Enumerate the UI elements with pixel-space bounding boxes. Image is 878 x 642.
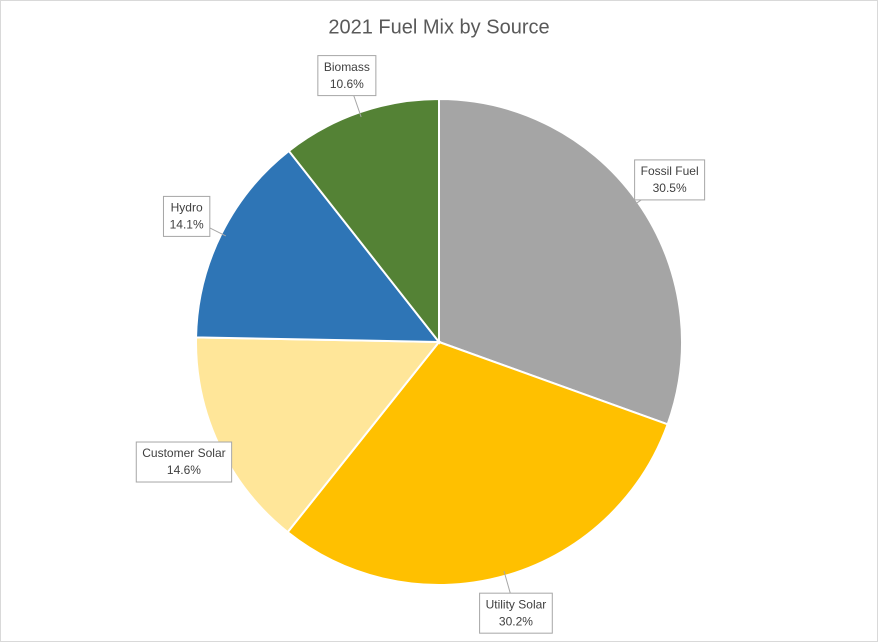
- leader-line: [209, 227, 227, 237]
- data-label-value: 14.6%: [167, 463, 201, 477]
- data-label-value: 10.6%: [330, 77, 364, 91]
- data-label-name: Hydro: [171, 201, 203, 215]
- chart-title: 2021 Fuel Mix by Source: [328, 16, 549, 38]
- data-label-value: 30.2%: [499, 614, 533, 628]
- label-box: [634, 159, 706, 201]
- label-box: [162, 195, 211, 237]
- data-label-value: 30.5%: [653, 181, 687, 195]
- data-label-name: Fossil Fuel: [641, 164, 699, 178]
- data-label-name: Utility Solar: [486, 597, 547, 611]
- label-box: [135, 441, 233, 483]
- leader-line: [633, 199, 642, 206]
- data-label-name: Customer Solar: [142, 446, 225, 460]
- data-label-value: 14.1%: [170, 218, 204, 232]
- label-box: [479, 592, 553, 634]
- leader-line: [353, 95, 362, 118]
- label-box: [317, 55, 377, 97]
- leader-line: [503, 570, 511, 594]
- data-label-name: Biomass: [324, 60, 370, 74]
